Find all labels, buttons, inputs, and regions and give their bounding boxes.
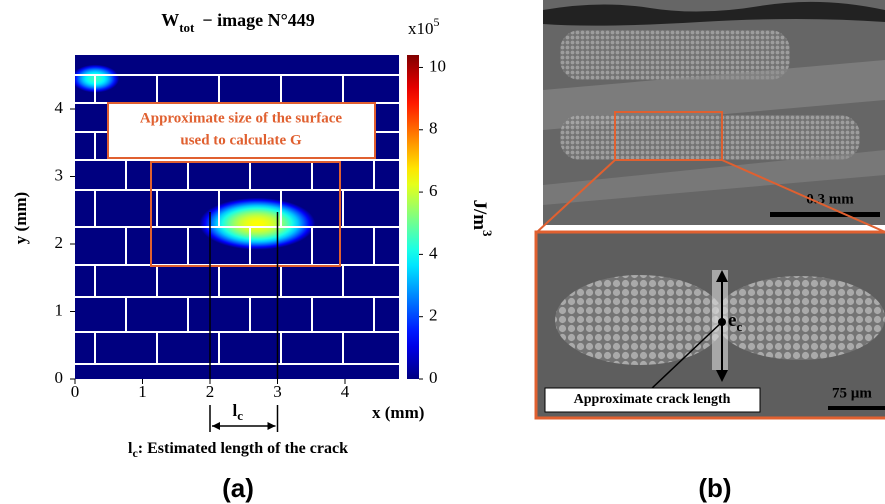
crack-symbol: lc bbox=[232, 401, 243, 423]
title-sub: tot bbox=[179, 20, 195, 35]
colorbar-tick-label: 10 bbox=[429, 56, 446, 75]
colorbar-tick-label: 8 bbox=[429, 119, 438, 138]
y-tick-label: 1 bbox=[55, 300, 64, 319]
x-tick-label: 1 bbox=[138, 382, 147, 401]
colorbar-tick-label: 0 bbox=[429, 368, 438, 387]
fiber-region bbox=[560, 115, 860, 160]
surface-label: used to calculate G bbox=[180, 132, 302, 148]
y-tick-label: 0 bbox=[55, 368, 64, 387]
x-tick-label: 0 bbox=[71, 382, 80, 401]
x-tick-label: 4 bbox=[341, 382, 350, 401]
y-axis-label: y (mm) bbox=[11, 192, 30, 244]
symbol-sub: c bbox=[736, 319, 742, 334]
x-tick-label: 3 bbox=[273, 382, 282, 401]
fiber-region bbox=[555, 275, 725, 365]
panel-label: (a) bbox=[222, 473, 254, 503]
figure: Wtot − image N°449 x (mm) y (mm) x105 J/m… bbox=[0, 0, 885, 504]
note-text: : Estimated length of the crack bbox=[138, 440, 348, 457]
micrograph-bottom: ec Approximate crack length 75 µm bbox=[536, 232, 885, 418]
scale-bar bbox=[828, 406, 885, 410]
y-tick-label: 3 bbox=[55, 165, 64, 184]
colorbar-tick-label: 4 bbox=[429, 243, 438, 262]
unit: J/m bbox=[469, 199, 490, 230]
multiplier: x10 bbox=[408, 19, 434, 38]
symbol-sub: c bbox=[237, 408, 243, 423]
plot-area: 0 1 2 3 4 0 1 2 3 4 0 2 4 6 8 10 Approximate size of the… bbox=[55, 55, 447, 432]
title-suffix: − image N°449 bbox=[202, 10, 314, 30]
multiplier-exp: 5 bbox=[434, 15, 440, 29]
unit-exp: 3 bbox=[480, 230, 495, 237]
colorbar-label: J/m3 bbox=[469, 199, 495, 237]
x-tick-label: 2 bbox=[206, 382, 215, 401]
x-axis-label: x (mm) bbox=[372, 403, 424, 422]
scale-label: 75 µm bbox=[832, 385, 872, 401]
panel-label: (b) bbox=[698, 473, 731, 503]
peak bbox=[199, 198, 315, 250]
colorbar-tick-label: 2 bbox=[429, 306, 438, 325]
chart-title: Wtot − image N°449 bbox=[161, 10, 315, 35]
colorbar bbox=[407, 55, 419, 379]
surface-label: Approximate size of the surface bbox=[140, 110, 343, 126]
title-main: W bbox=[161, 10, 179, 30]
colorbar-multiplier: x105 bbox=[408, 15, 440, 38]
y-tick-label: 4 bbox=[55, 98, 64, 117]
colorbar-tick-label: 6 bbox=[429, 181, 438, 200]
micrograph-top: 0.3 mm bbox=[543, 0, 885, 225]
scale-bar bbox=[770, 212, 880, 217]
y-tick-label: 2 bbox=[55, 233, 64, 252]
crack-note: lc: Estimated length of the crack bbox=[128, 440, 348, 460]
crack-label: Approximate crack length bbox=[574, 392, 731, 407]
symbol: e bbox=[728, 310, 736, 331]
